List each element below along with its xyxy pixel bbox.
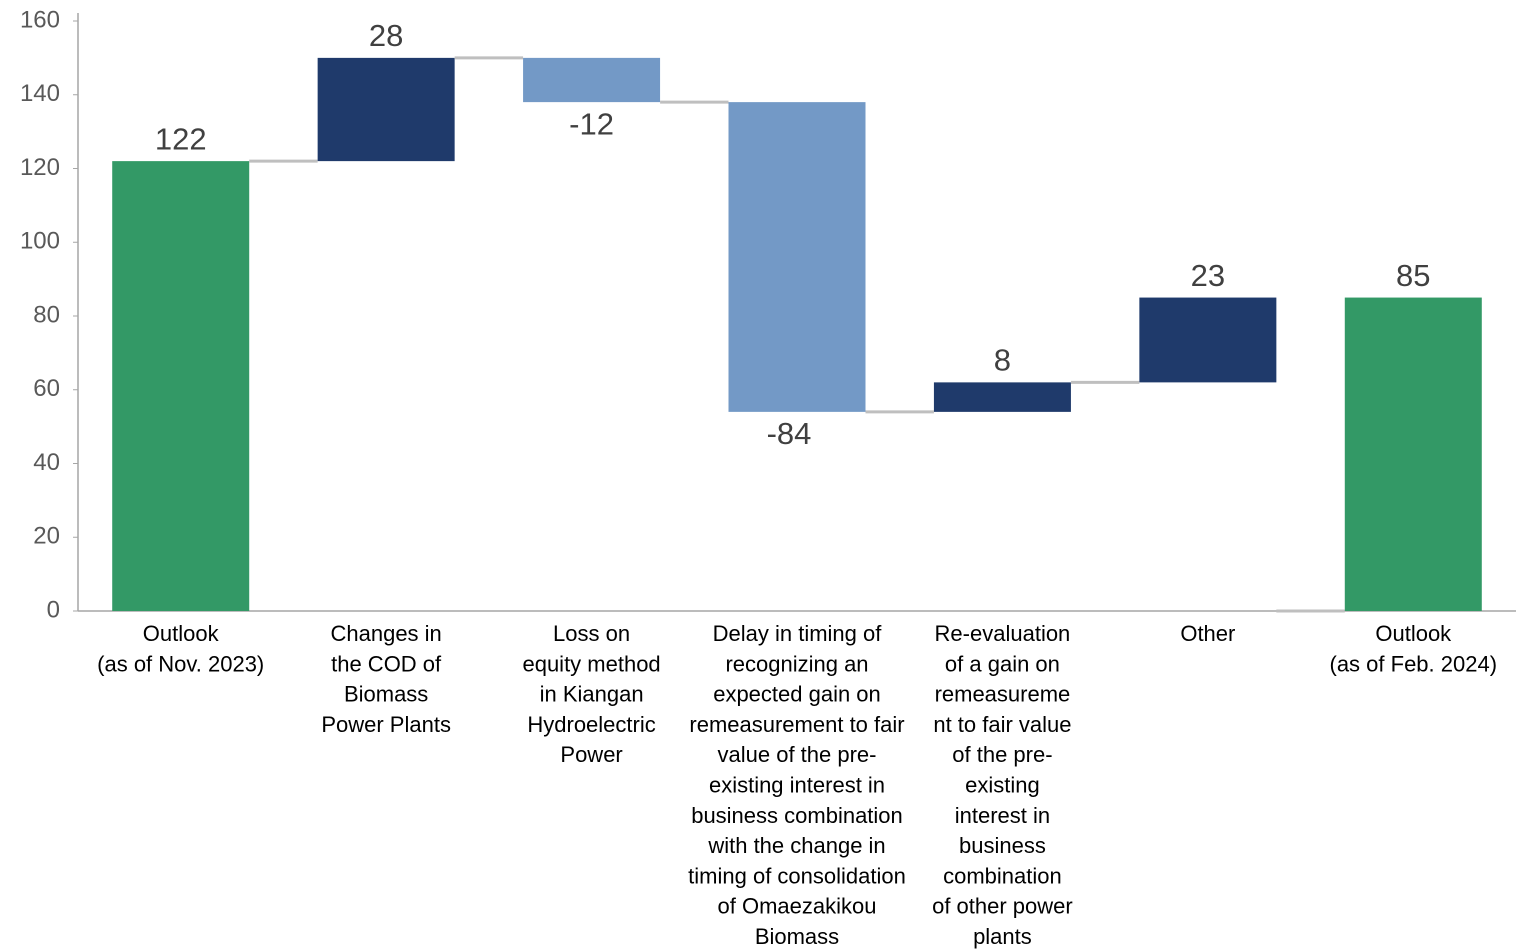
bar (523, 57, 661, 103)
x-tick-label: Delay in timing of recognizing an expected… (688, 621, 906, 949)
x-tick-label: Re-evaluation of a gain on remeasureme nt t… (932, 621, 1073, 949)
value-label: -12 (569, 106, 614, 141)
bar (1139, 297, 1277, 383)
y-tick-label: 60 (33, 375, 60, 402)
value-label: 23 (1191, 258, 1225, 293)
x-tick-label: Loss on equity method in Kiangan Hydroelect… (522, 621, 660, 767)
bar (1344, 297, 1482, 611)
x-tick-label: Outlook (as of Feb. 2024) (1330, 621, 1498, 676)
value-label: 8 (994, 343, 1011, 378)
bar (112, 161, 250, 611)
y-tick-label: 80 (33, 301, 60, 328)
value-label: 122 (155, 121, 207, 156)
x-tick-label: Changes in the COD of Biomass Power Plants (321, 621, 451, 737)
bar (728, 102, 866, 412)
x-tick-label: Outlook (as of Nov. 2023) (97, 621, 264, 676)
y-tick-label: 40 (33, 449, 60, 476)
y-tick-label: 160 (20, 6, 60, 33)
value-label: 85 (1396, 258, 1430, 293)
bar (933, 382, 1071, 412)
y-tick-label: 20 (33, 523, 60, 550)
value-label: 28 (369, 18, 403, 53)
value-label: -84 (767, 416, 812, 451)
y-tick-label: 120 (20, 154, 60, 181)
y-tick-label: 0 (47, 596, 60, 623)
x-tick-label: Other (1180, 621, 1235, 646)
bar (317, 57, 455, 162)
y-tick-label: 140 (20, 80, 60, 107)
y-tick-label: 100 (20, 228, 60, 255)
